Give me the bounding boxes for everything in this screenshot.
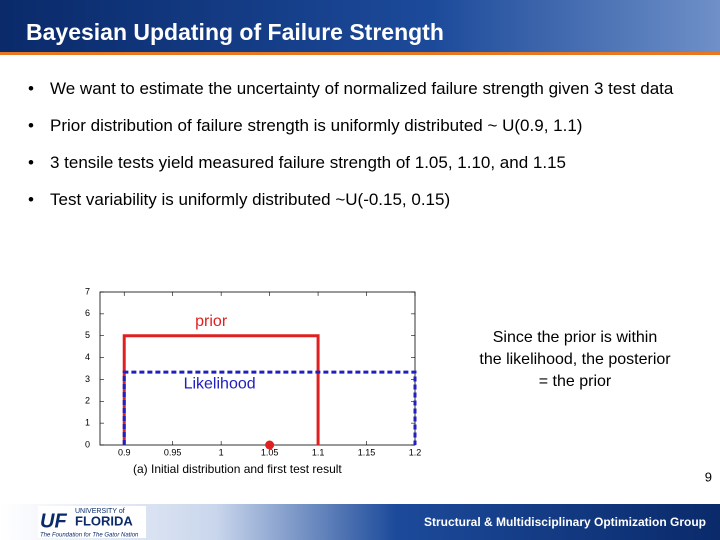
data-point xyxy=(265,440,275,450)
plot-frame xyxy=(99,291,416,446)
y-tick-label: 7 xyxy=(85,286,90,296)
x-tick-label: 1.15 xyxy=(358,447,376,457)
bullet: 3 tensile tests yield measured failure s… xyxy=(28,152,698,173)
series-line xyxy=(122,334,320,445)
logo-mark: UF xyxy=(40,510,67,532)
logo-tagline: The Foundation for The Gator Nation xyxy=(40,533,139,539)
bullet: We want to estimate the uncertainty of n… xyxy=(28,78,698,99)
y-tick-label: 1 xyxy=(85,418,90,428)
note-line: Since the prior is within xyxy=(493,329,658,346)
header-bar xyxy=(0,0,720,52)
x-tick-label: 1 xyxy=(219,447,224,457)
page-number: 9 xyxy=(705,469,712,484)
logo-line: UNIVERSITY of xyxy=(75,508,125,515)
y-tick-label: 2 xyxy=(85,396,90,406)
x-tick-label: 1.05 xyxy=(261,447,279,457)
note-line: = the prior xyxy=(539,373,612,390)
logo-line: FLORIDA xyxy=(75,513,133,528)
slide-title: Bayesian Updating of Failure Strength xyxy=(26,19,444,45)
x-tick-label: 1.2 xyxy=(409,447,422,457)
chart-caption: (a) Initial distribution and first test … xyxy=(133,462,342,476)
bullet: Test variability is uniformly distribute… xyxy=(28,189,698,210)
series-line xyxy=(122,370,417,445)
y-tick-label: 0 xyxy=(85,439,90,449)
series-label: prior xyxy=(195,313,228,330)
y-tick-label: 6 xyxy=(85,308,90,318)
x-tick-label: 0.9 xyxy=(118,447,131,457)
y-tick-label: 5 xyxy=(85,330,90,340)
series-label: Likelihood xyxy=(184,375,256,392)
y-tick-label: 3 xyxy=(85,374,90,384)
logo-box xyxy=(38,506,146,538)
y-tick-label: 4 xyxy=(85,352,90,362)
x-tick-label: 0.95 xyxy=(164,447,182,457)
x-tick-label: 1.1 xyxy=(312,447,325,457)
chart-area: 0 1 2 3 4 5 6 7 0.9 0.95 1 1.05 1.1 1.15 1.2 prior Likel… xyxy=(85,286,421,476)
note-line: the likelihood, the posterior xyxy=(479,351,671,368)
bullet: Prior distribution of failure strength i… xyxy=(28,115,698,136)
header-rule xyxy=(0,52,720,55)
footer-text: Structural & Multidisciplinary Optimizat… xyxy=(424,515,706,529)
bullet-list: We want to estimate the uncertainty of n… xyxy=(28,78,698,226)
